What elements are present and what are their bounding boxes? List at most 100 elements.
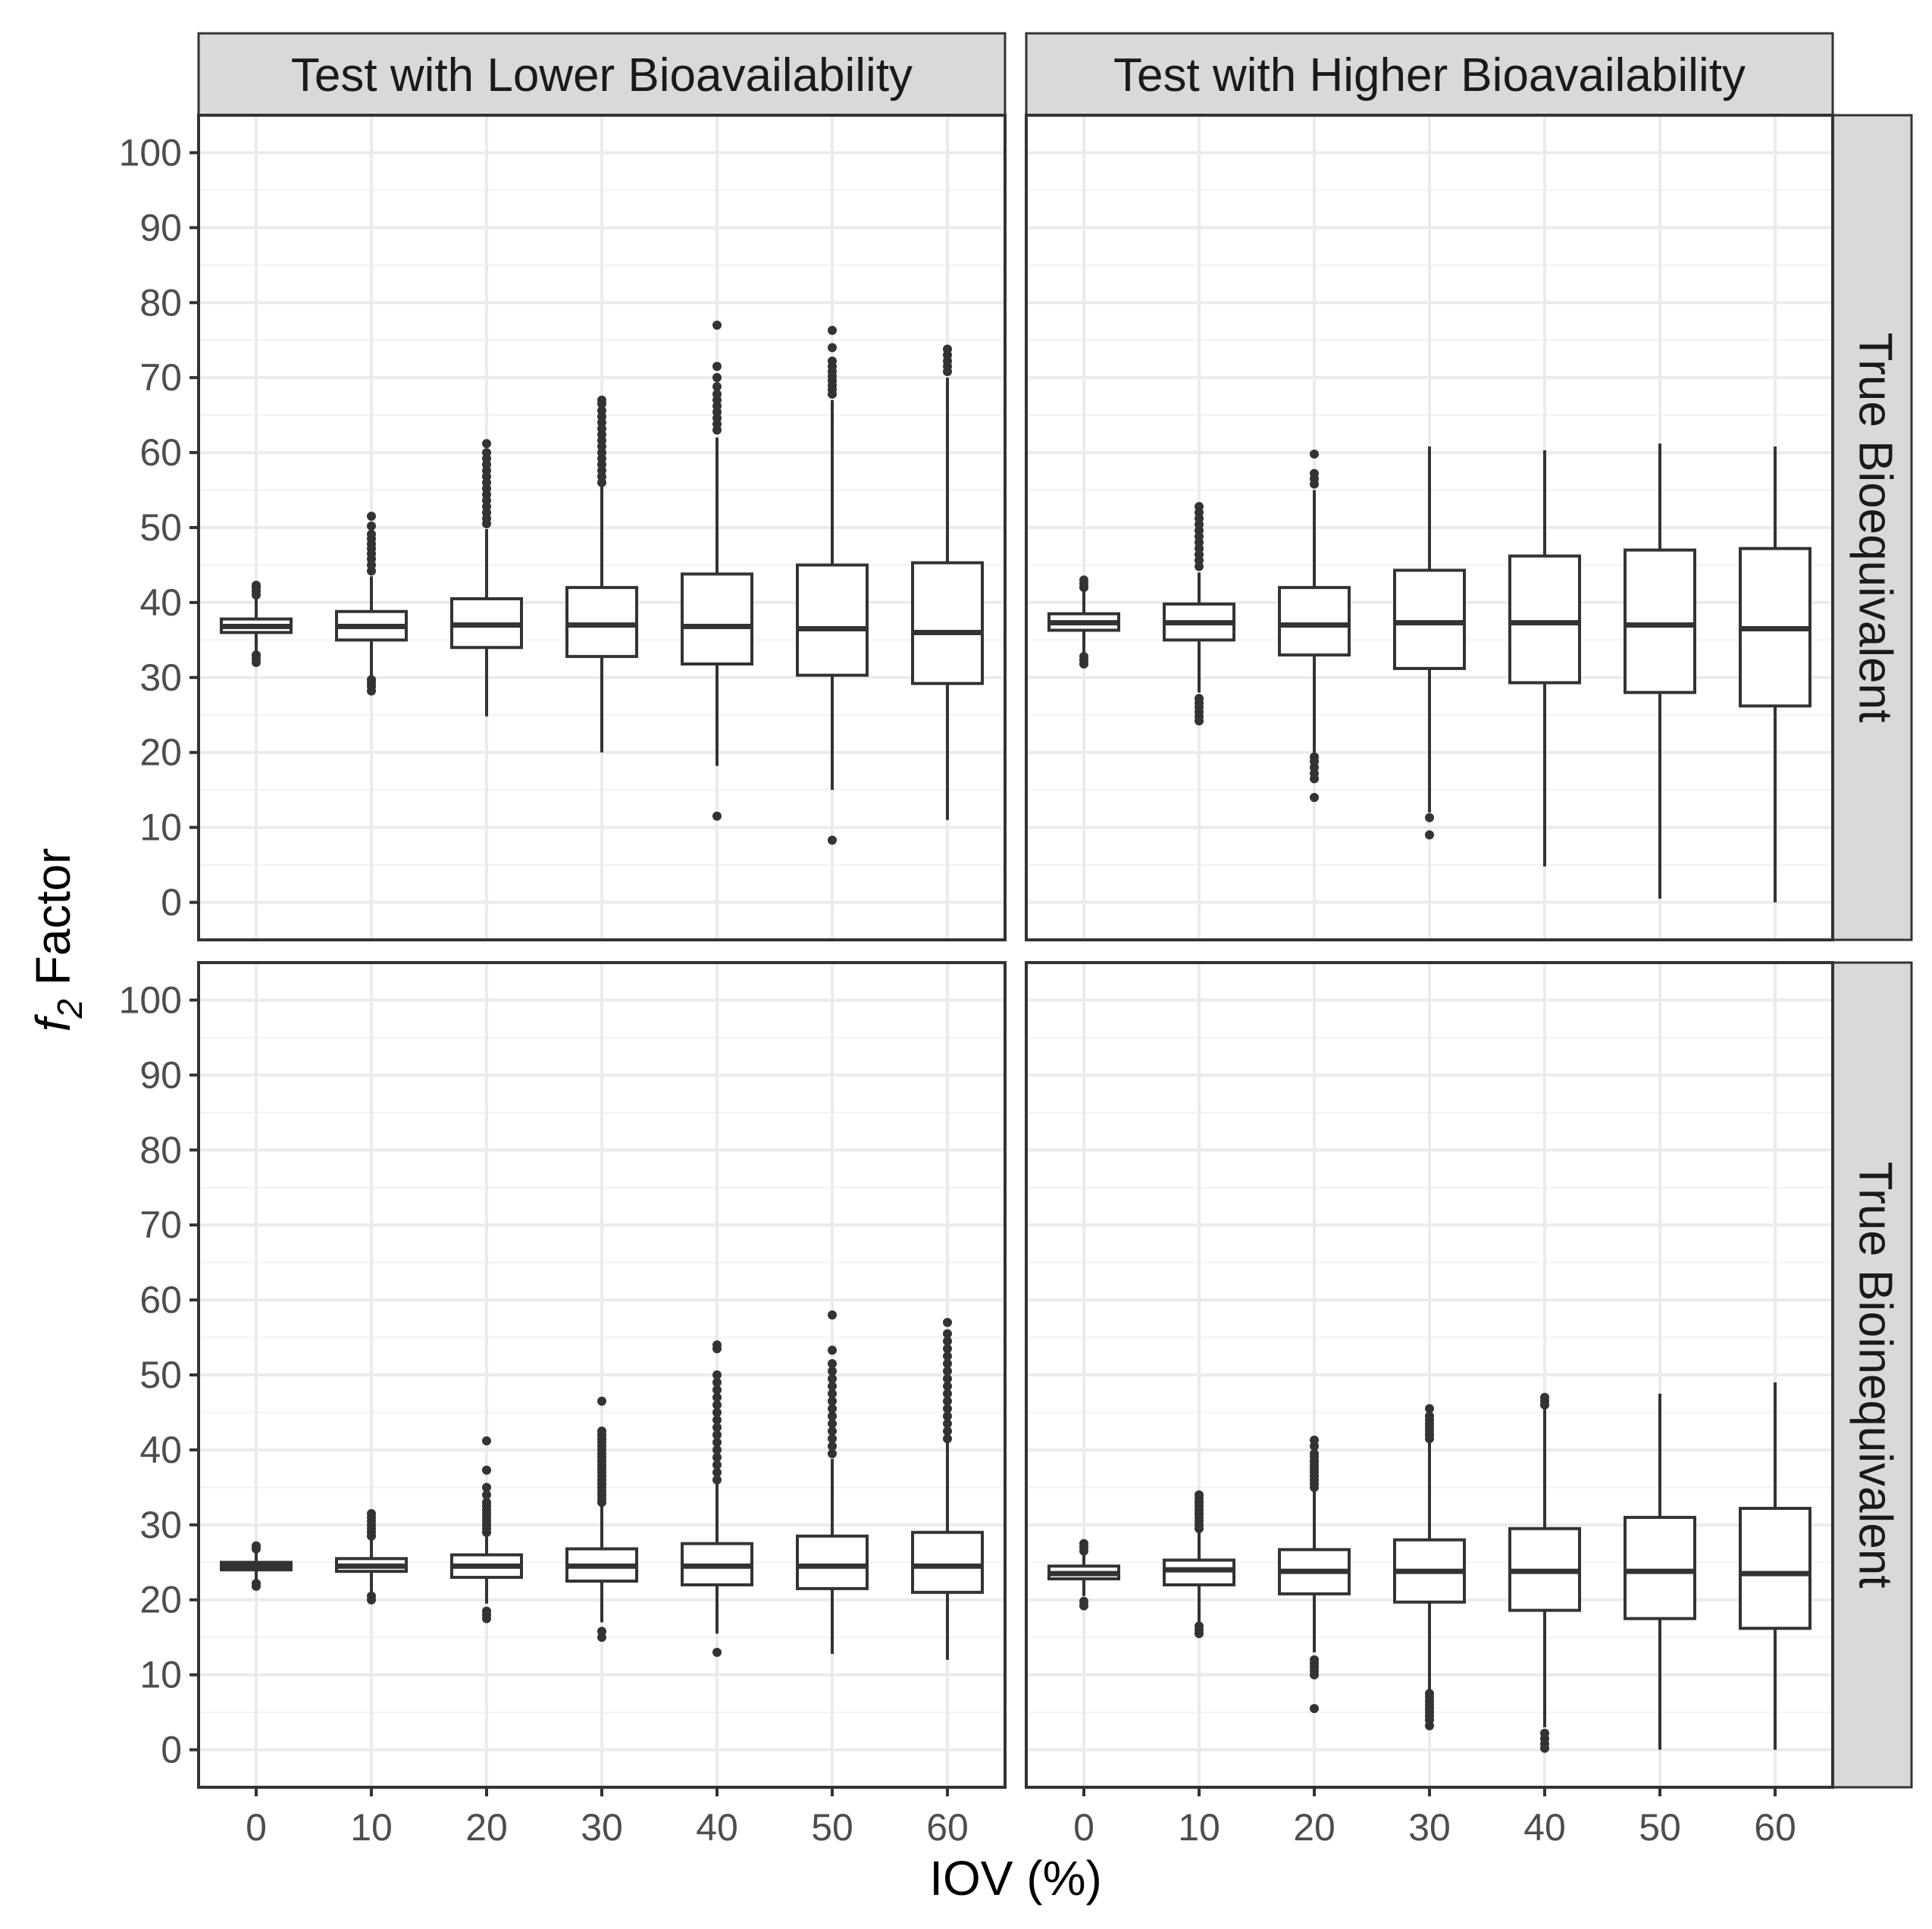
outlier-point <box>712 1392 722 1402</box>
box-group-iov-40 <box>681 320 753 821</box>
outlier-point <box>1310 468 1319 478</box>
y-tick-label: 100 <box>119 979 182 1021</box>
box-group-iov-40 <box>1508 1392 1581 1753</box>
outlier-point <box>482 1498 491 1508</box>
outlier-point <box>712 1647 722 1657</box>
outlier-point <box>1425 1404 1434 1414</box>
box-iqr <box>1393 568 1466 670</box>
y-tick-label: 10 <box>139 806 182 849</box>
facet-strip-bioequivalent-box <box>1831 114 1913 941</box>
box-iqr <box>911 561 984 685</box>
outlier-point <box>828 356 837 366</box>
outlier-point <box>712 1475 722 1485</box>
outlier-point <box>943 1351 952 1361</box>
outlier-point <box>482 1606 491 1616</box>
facet-strip-higher-box <box>1025 32 1834 117</box>
outlier-point <box>943 344 952 354</box>
x-tick-label: 20 <box>465 1806 508 1849</box>
outlier-point <box>943 1329 952 1339</box>
box-iqr <box>1624 1515 1696 1621</box>
y-tick-label: 20 <box>139 731 182 774</box>
box-group-iov-0 <box>220 1541 293 1591</box>
outlier-point <box>1195 1490 1204 1500</box>
outlier-point <box>712 1430 722 1440</box>
outlier-point <box>712 1460 722 1470</box>
outlier-point <box>712 382 722 392</box>
x-tick-label: 40 <box>1523 1806 1566 1849</box>
x-axis-left: 0 10 20 30 40 50 60 <box>246 1787 969 1849</box>
outlier-point <box>828 835 837 845</box>
outlier-point <box>712 1438 722 1448</box>
y-tick-label: 70 <box>139 1204 182 1246</box>
y-tick-label: 0 <box>161 882 182 924</box>
box-group-iov-30 <box>1393 1404 1466 1730</box>
outlier-point <box>943 1404 952 1414</box>
outlier-point <box>1195 1621 1204 1631</box>
facet-strip-bioequivalent: True Bioequivalent <box>1831 114 1913 941</box>
outlier-point <box>943 1396 952 1406</box>
box-iqr <box>796 1534 869 1590</box>
panel-bottom-right <box>1025 961 1834 1789</box>
outlier-point <box>1425 1411 1434 1421</box>
facet-strip-bioequivalent-label: True Bioequivalent <box>1849 333 1902 723</box>
y-axis-top: 0 10 20 30 40 50 60 70 80 90 100 <box>119 131 199 924</box>
outlier-point <box>943 1419 952 1429</box>
outlier-point <box>828 1359 837 1369</box>
y-tick-label: 40 <box>139 581 182 624</box>
outlier-point <box>828 1426 837 1436</box>
box-group-iov-40 <box>681 1340 753 1657</box>
outlier-point <box>1079 575 1088 585</box>
box-group-iov-0 <box>220 581 293 668</box>
outlier-point <box>1310 1655 1319 1664</box>
box-group-iov-50 <box>1624 1393 1696 1750</box>
y-axis-title-subscript: 2 <box>50 999 89 1019</box>
box-group-iov-10 <box>335 512 408 696</box>
y-tick-label: 50 <box>139 506 182 549</box>
outlier-point <box>712 1370 722 1379</box>
outlier-point <box>1310 449 1319 459</box>
facet-strip-higher-label: Test with Higher Bioavailability <box>1113 49 1746 102</box>
x-axis-title: IOV (%) <box>929 1851 1102 1906</box>
outlier-point <box>1425 1689 1434 1699</box>
box-iqr <box>1624 548 1696 694</box>
facet-strip-lower: Test with Lower Bioavailability <box>197 32 1007 117</box>
outlier-point <box>1079 1539 1088 1549</box>
outlier-point <box>252 1578 261 1588</box>
box-iqr <box>565 586 638 659</box>
y-axis-title-rest: Factor <box>26 848 80 999</box>
box-iqr <box>1278 586 1351 657</box>
box-iqr <box>1739 1507 1811 1630</box>
box-group-iov-50 <box>796 1310 869 1654</box>
x-tick-label: 60 <box>926 1806 969 1849</box>
outlier-point <box>367 675 376 684</box>
x-tick-label: 10 <box>1178 1806 1220 1849</box>
box-group-iov-50 <box>796 325 869 845</box>
facet-strip-lower-label: Test with Lower Bioavailability <box>291 49 913 102</box>
outlier-point <box>1195 694 1204 703</box>
outlier-point <box>828 1345 837 1355</box>
y-tick-label: 50 <box>139 1354 182 1396</box>
box-group-iov-30 <box>565 1396 638 1642</box>
box-group-iov-20 <box>450 1436 523 1624</box>
x-tick-label: 10 <box>350 1806 393 1849</box>
x-tick-label: 60 <box>1754 1806 1796 1849</box>
outlier-point <box>828 1367 837 1376</box>
panel-top-left <box>197 114 1007 941</box>
outlier-point <box>252 650 261 660</box>
outlier-point <box>712 1408 722 1417</box>
outlier-point <box>828 1441 837 1451</box>
outlier-point <box>1310 752 1319 762</box>
x-tick-label: 30 <box>581 1806 623 1849</box>
outlier-point <box>712 1377 722 1387</box>
y-tick-label: 70 <box>139 356 182 399</box>
outlier-point <box>1310 793 1319 803</box>
y-tick-label: 90 <box>139 1054 182 1096</box>
outlier-point <box>943 1434 952 1444</box>
box-group-iov-20 <box>1278 1436 1351 1714</box>
box-iqr <box>681 572 753 666</box>
outlier-point <box>252 581 261 590</box>
y-tick-label: 10 <box>139 1654 182 1696</box>
outlier-point <box>1310 1436 1319 1445</box>
box-group-iov-0 <box>1047 575 1120 669</box>
outlier-point <box>712 320 722 330</box>
